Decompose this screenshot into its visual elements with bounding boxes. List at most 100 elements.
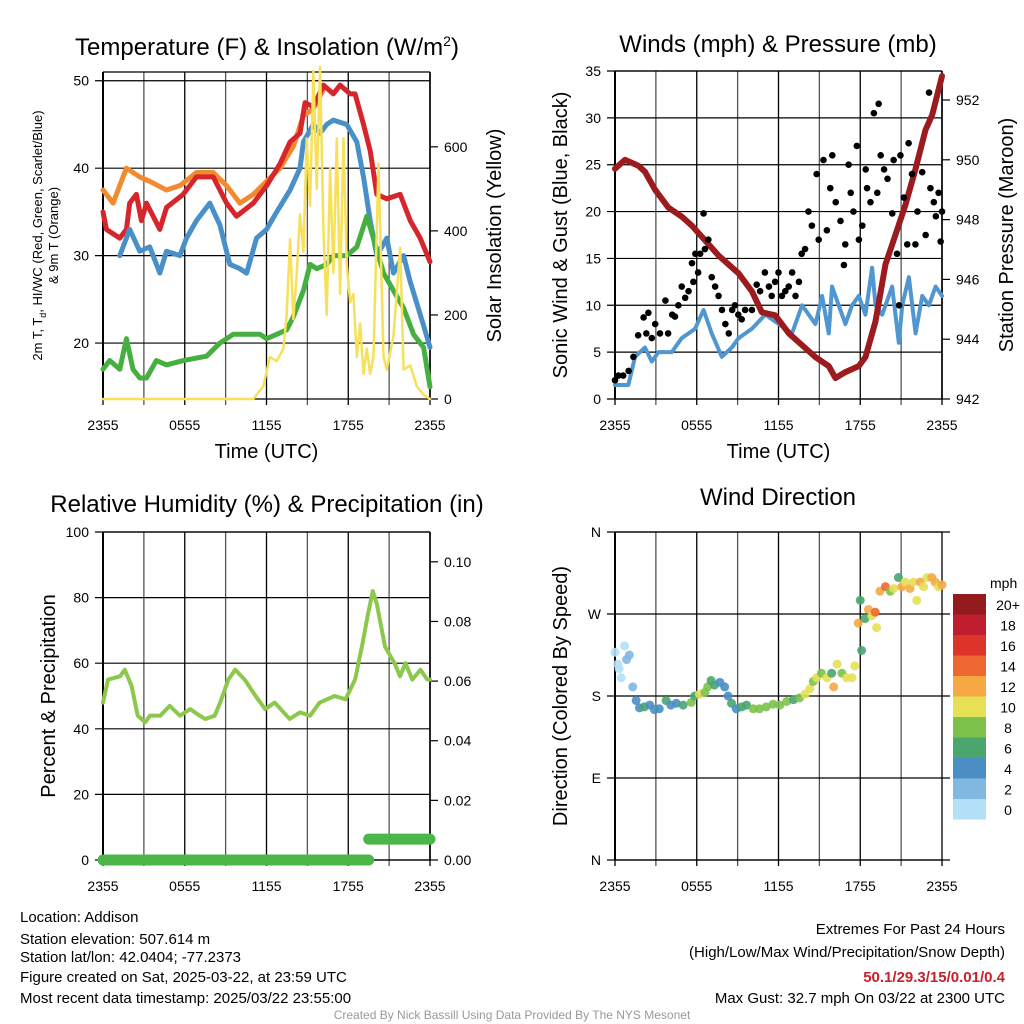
colorbar-label: 4: [1004, 761, 1012, 777]
y-tick-label: 40: [73, 160, 89, 176]
y2-tick-label: 200: [444, 307, 468, 323]
wind-direction-point: [855, 595, 865, 605]
gust-point: [725, 330, 733, 337]
extremes-legend: (High/Low/Max Wind/Precipitation/Snow De…: [689, 944, 1005, 961]
y-tick-label: 0: [593, 391, 601, 407]
x-tick-label: 0555: [681, 417, 712, 433]
y2-tick-label: 400: [444, 223, 468, 239]
gust-point: [722, 320, 729, 328]
gust-point: [715, 292, 722, 300]
9m-t-line: [100, 86, 326, 206]
chart-winds: Winds (mph) & Pressure (mb) 0 5 10 15 20 25 30 3…: [550, 31, 1018, 463]
gust-point: [927, 184, 934, 192]
chart-title: Wind Direction: [700, 484, 856, 511]
y2-tick-label: 952: [956, 92, 980, 108]
colorbar-swatch: [953, 635, 986, 656]
chart-title: Relative Humidity (%) & Precipitation (i…: [50, 491, 483, 518]
y2-tick-label: 950: [956, 152, 980, 168]
gust-point: [895, 301, 903, 309]
wind-direction-point: [782, 696, 792, 706]
y-tick-label: N: [591, 852, 601, 868]
wind-direction-point: [893, 573, 903, 583]
y2-axis-label: Station Pressure (Maroon): [996, 118, 1018, 353]
x-tick-label: 1755: [333, 417, 364, 433]
gust-point: [867, 198, 874, 206]
colorbar-title: mph: [990, 575, 1017, 591]
colorbar-swatch: [953, 737, 986, 758]
x-tick-label: 2355: [87, 417, 118, 433]
wind-direction-point: [610, 647, 620, 657]
gust-point: [829, 152, 836, 159]
y2-tick-label: 944: [956, 331, 980, 347]
gust-point: [845, 161, 852, 169]
wind-direction-point: [908, 577, 918, 587]
td-line: [100, 213, 433, 390]
gust-point: [678, 283, 686, 290]
gust-point: [805, 208, 812, 215]
wind-direction-point: [853, 618, 863, 628]
gust-point: [741, 306, 749, 314]
x-tick-label: 2355: [599, 417, 630, 433]
colorbar-label: 8: [1004, 720, 1012, 736]
gust-point: [890, 156, 897, 164]
gust-point: [823, 227, 831, 234]
gust-point: [795, 278, 803, 286]
colorbar-label: 18: [1000, 618, 1016, 634]
x-tick-label: 2355: [926, 878, 957, 894]
gust-point: [870, 109, 878, 117]
wind-direction-point: [768, 699, 778, 709]
gust-point: [938, 208, 946, 215]
gust-point: [863, 184, 871, 192]
gust-point: [671, 313, 679, 320]
gust-point: [634, 331, 642, 339]
gust-point: [625, 367, 632, 375]
gust-point: [643, 330, 650, 337]
solar-insolation-line: [101, 65, 432, 401]
chart-wind_direction: Wind Direction N E S W N 2355 0555 1155 1755 2355 D…: [550, 484, 1020, 894]
y-tick-label: 30: [585, 110, 601, 126]
gust-point: [888, 210, 896, 217]
wind-direction-point: [900, 577, 910, 587]
gust-point: [847, 189, 855, 197]
y-axis-label: Sonic Wind & Gust (Blue, Black): [550, 92, 572, 379]
chart-humidity: Relative Humidity (%) & Precipitation (i…: [38, 491, 484, 894]
gust-point: [662, 297, 669, 304]
x-tick-label: 1155: [251, 417, 281, 433]
gust-point: [692, 250, 699, 258]
gust-point: [775, 269, 782, 276]
y-tick-label: E: [592, 770, 601, 786]
y-axis-label: Direction (Colored By Speed): [550, 566, 572, 826]
gust-point: [853, 142, 861, 150]
gust-point: [756, 287, 764, 295]
colorbar-swatch: [953, 594, 986, 615]
elevation-text: Station elevation: 507.614 m: [20, 931, 210, 948]
footer-left: Location: Addison Station elevation: 507…: [20, 909, 351, 1007]
colorbar-swatch: [953, 778, 986, 799]
y-tick-label: 20: [73, 335, 89, 351]
x-tick-label: 1755: [333, 878, 364, 894]
x-tick-label: 0555: [169, 878, 200, 894]
gust-point: [656, 330, 664, 337]
sonic-wind-line: [613, 265, 944, 387]
gust-point: [908, 170, 916, 178]
wind-direction-point: [827, 668, 837, 678]
gust-point: [875, 100, 882, 108]
x-tick-label: 2355: [414, 878, 445, 894]
colorbar-label: 10: [1000, 700, 1016, 716]
gust-point: [840, 261, 848, 269]
wind-direction-point: [761, 702, 771, 712]
extremes-title: Extremes For Past 24 Hours: [816, 921, 1005, 938]
gust-point: [832, 198, 840, 206]
colorbar-label: 14: [1000, 659, 1016, 675]
y-tick-label: 25: [585, 157, 601, 173]
gust-point: [792, 292, 799, 300]
gust-point: [858, 222, 866, 229]
gust-point: [893, 250, 901, 258]
x-tick-label: 2355: [87, 878, 118, 894]
label-part: 2m T, T: [30, 318, 45, 361]
data-timestamp-text: Most recent data timestamp: 2025/03/22 2…: [20, 990, 351, 1007]
gust-point: [877, 152, 884, 159]
y-tick-label: 35: [585, 63, 601, 79]
x-tick-label: 0555: [169, 417, 200, 433]
wind-direction-point: [754, 704, 764, 714]
